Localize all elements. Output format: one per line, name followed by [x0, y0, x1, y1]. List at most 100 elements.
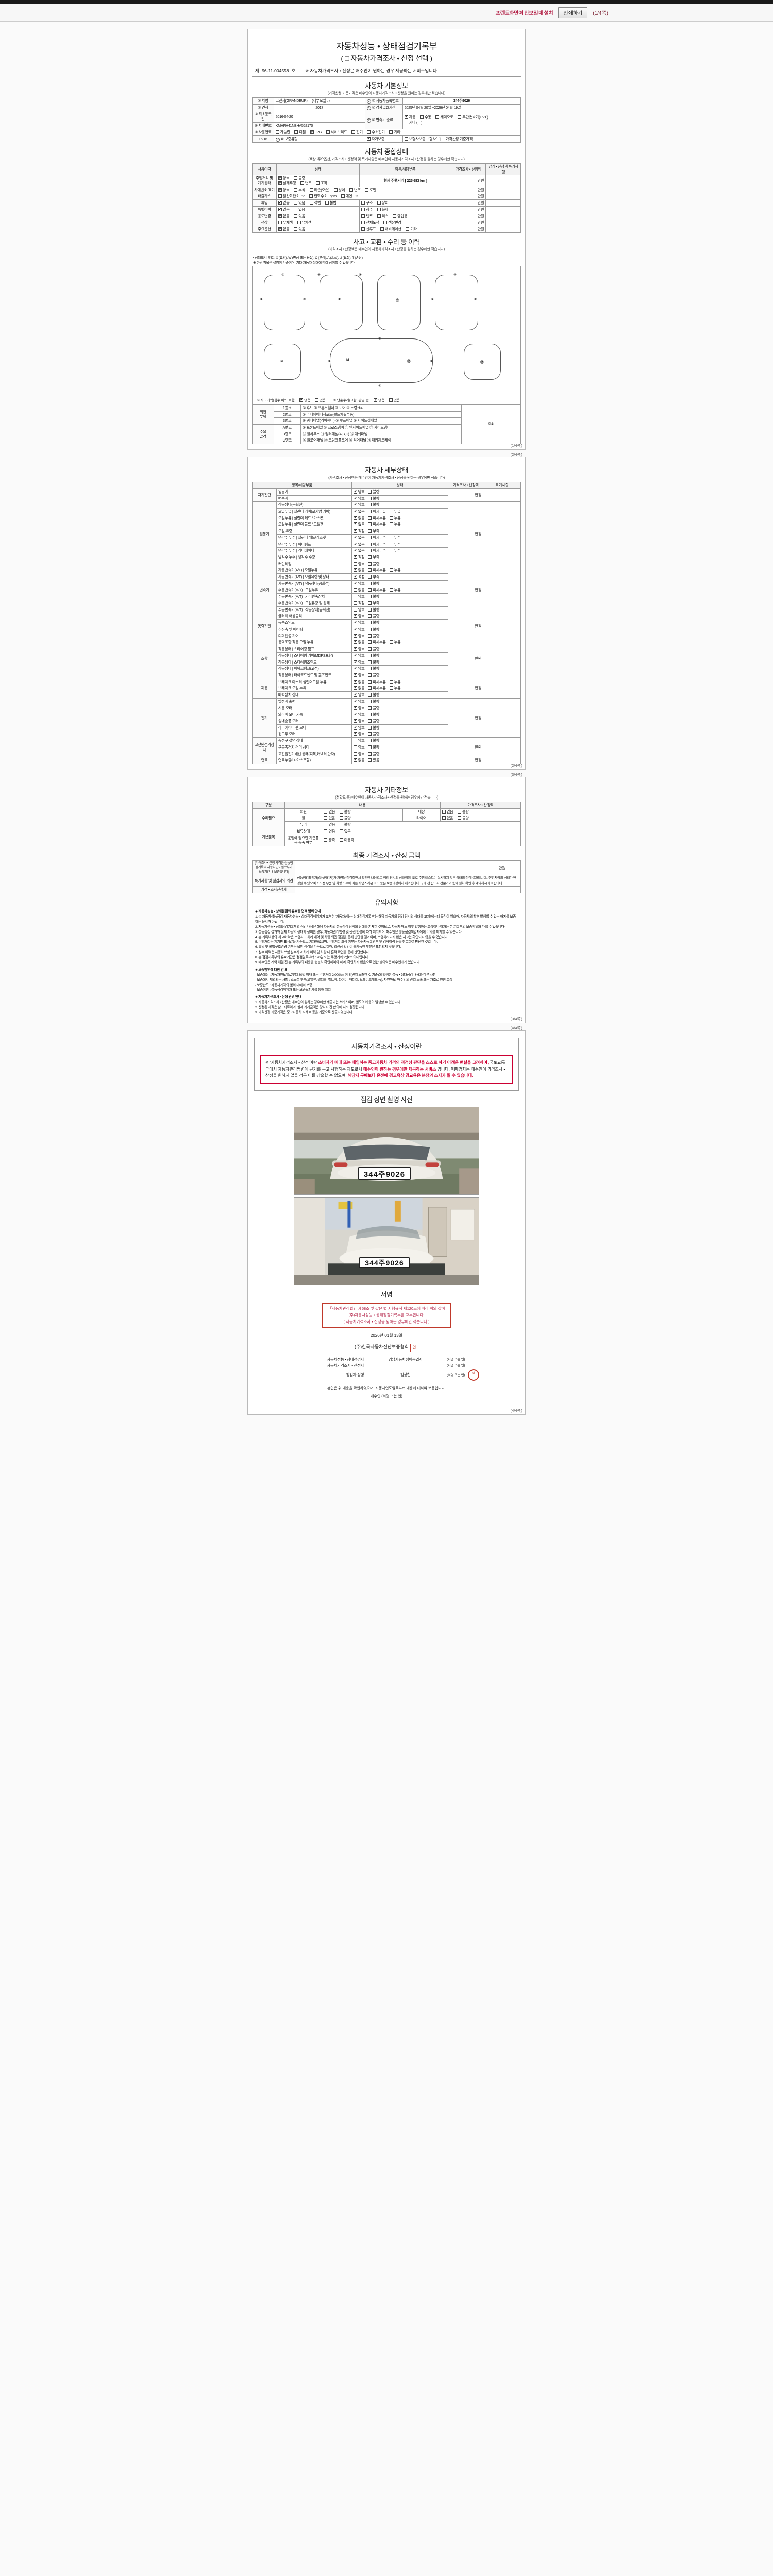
- checkbox-use-rent[interactable]: [361, 214, 365, 218]
- checkbox-holding-none[interactable]: [324, 829, 328, 833]
- checkbox-작동상태-공회전--양호[interactable]: [353, 502, 357, 507]
- checkbox-배력장치-상태-불량[interactable]: [368, 693, 372, 697]
- checkbox-vin-corroded[interactable]: [294, 188, 298, 192]
- checkbox-vin-damaged[interactable]: [309, 188, 313, 192]
- checkbox-클러치-어셈블리-양호[interactable]: [353, 613, 357, 619]
- checkbox-작동상태-스티어링조인트-양호[interactable]: [353, 659, 357, 665]
- checkbox-warranty-insurer[interactable]: [404, 137, 408, 141]
- checkbox-use-lease[interactable]: [377, 214, 381, 218]
- checkbox-브레이크-오일-누유-누유[interactable]: [389, 686, 393, 690]
- checkbox-라디에이터-팬-모터-양호[interactable]: [353, 725, 357, 730]
- checkbox-오일누유-실린더-헤드-가스켓-없음[interactable]: [353, 515, 357, 520]
- checkbox-tuning-legal[interactable]: [309, 201, 313, 205]
- checkbox-수동변속기-m-t-오일누유-누유[interactable]: [389, 588, 393, 592]
- checkbox-작동상태-파워크랭크-고정--양호[interactable]: [353, 666, 357, 671]
- checkbox-option-sunroof[interactable]: [361, 227, 365, 231]
- checkbox-수동변속기-m-t-오일유량-및-상태-부족[interactable]: [368, 601, 372, 605]
- checkbox-option-navigation[interactable]: [380, 227, 384, 231]
- checkbox-오일누유-실린더-커버-로커암-커버--미세누유[interactable]: [368, 509, 372, 513]
- checkbox-fuel-other[interactable]: [389, 130, 393, 134]
- checkbox-실내송풍-모터-불량[interactable]: [368, 719, 372, 723]
- checkbox-작동상태-파워크랭크-고정--불량[interactable]: [368, 667, 372, 671]
- checkbox-tuning-structure[interactable]: [361, 201, 365, 205]
- checkbox-작동상태-타이로드엔드-및-볼죠인트-양호[interactable]: [353, 672, 357, 677]
- checkbox-emission-hc[interactable]: [309, 194, 313, 198]
- checkbox-동력조향-작동-오일-누유-미세누유[interactable]: [368, 640, 372, 645]
- checkbox-trans-semiauto[interactable]: [435, 115, 440, 120]
- checkbox-연료누출-lp가스포함--없음[interactable]: [353, 757, 357, 762]
- checkbox-glass-bad[interactable]: [339, 823, 343, 827]
- checkbox-color-chromatic[interactable]: [297, 221, 301, 225]
- checkbox-usechange-yes[interactable]: [294, 214, 298, 218]
- checkbox-interior-none[interactable]: [442, 809, 446, 814]
- checkbox-mileage-altered[interactable]: [300, 181, 304, 185]
- checkbox-simple-repair-none[interactable]: [374, 397, 377, 402]
- checkbox-emission-smoke[interactable]: [341, 194, 345, 198]
- checkbox-오일누유-실린더-블록-오일팬-없음[interactable]: [353, 521, 357, 527]
- checkbox-tuning-illegal[interactable]: [325, 201, 329, 205]
- checkbox-오일누유-실린더-블록-오일팬-누유[interactable]: [389, 522, 393, 527]
- checkbox-원동기-불량[interactable]: [368, 489, 372, 494]
- checkbox-커먼레일-양호[interactable]: [353, 562, 357, 566]
- checkbox-tire-bad[interactable]: [458, 816, 462, 820]
- checkbox-required-unmet[interactable]: [339, 838, 343, 842]
- checkbox-작동상태-스티어링-펌프-불량[interactable]: [368, 647, 372, 651]
- checkbox-시동-모터-불량[interactable]: [368, 706, 372, 710]
- checkbox-와이퍼-모터-기능-불량[interactable]: [368, 713, 372, 717]
- checkbox-오일-유량-적정[interactable]: [353, 528, 357, 533]
- checkbox-tuning-device[interactable]: [377, 201, 381, 205]
- checkbox-tuning-yes[interactable]: [294, 201, 298, 205]
- checkbox-exterior-bad[interactable]: [339, 809, 343, 814]
- checkbox-수동변속기-m-t-오일누유-미세누유[interactable]: [368, 588, 372, 592]
- checkbox-냉각수-누수-실린더-헤드-가스켓-없음[interactable]: [353, 535, 357, 540]
- checkbox-동력조향-작동-오일-누유-없음[interactable]: [353, 639, 357, 645]
- checkbox-변속기-양호[interactable]: [353, 496, 357, 501]
- checkbox-자동변속기-a-t-작동상태-공회전--불량[interactable]: [368, 581, 372, 585]
- checkbox-브레이크-오일-누유-없음[interactable]: [353, 685, 357, 691]
- checkbox-냉각수-누수-실린더-헤드-가스켓-미세누수[interactable]: [368, 535, 372, 539]
- checkbox-냉각수-누수-냉각수-수량-적정[interactable]: [353, 554, 357, 560]
- checkbox-수동변속기-m-t-기어변속장치-양호[interactable]: [353, 595, 357, 599]
- checkbox-mileage-good[interactable]: [278, 175, 282, 180]
- checkbox-추진축-및-베어링-불량[interactable]: [368, 627, 372, 631]
- checkbox-special-flood[interactable]: [361, 207, 365, 211]
- checkbox-냉각수-누수-워터펌프-미세누수[interactable]: [368, 542, 372, 546]
- checkbox-자동변속기-a-t-오일유량-및-상태-부족[interactable]: [368, 575, 372, 579]
- checkbox-오일누유-실린더-커버-로커암-커버--누유[interactable]: [389, 509, 393, 513]
- checkbox-냉각수-누수-라디에이터-누수[interactable]: [389, 549, 393, 553]
- checkbox-glass-none[interactable]: [324, 823, 328, 827]
- checkbox-accident-yes[interactable]: [314, 398, 318, 402]
- checkbox-충전구-절연-상태-양호[interactable]: [353, 739, 357, 743]
- checkbox-수동변속기-m-t-오일유량-및-상태-적정[interactable]: [353, 601, 357, 605]
- checkbox-wheel-bad[interactable]: [339, 816, 343, 820]
- checkbox-required-met[interactable]: [324, 838, 328, 842]
- checkbox-options-yes[interactable]: [294, 227, 298, 231]
- checkbox-실내송풍-모터-양호[interactable]: [353, 718, 357, 723]
- checkbox-오일누유-실린더-헤드-가스켓-누유[interactable]: [389, 516, 393, 520]
- checkbox-mileage-actual[interactable]: [278, 180, 282, 185]
- checkbox-냉각수-누수-라디에이터-미세누수[interactable]: [368, 549, 372, 553]
- checkbox-color-fullrepaint[interactable]: [361, 221, 365, 225]
- checkbox-options-none[interactable]: [278, 226, 282, 231]
- checkbox-변속기-불량[interactable]: [368, 496, 372, 500]
- checkbox-자동변속기-a-t-오일누유-미세누유[interactable]: [368, 568, 372, 572]
- checkbox-커먼레일-불량[interactable]: [368, 562, 372, 566]
- checkbox-시동-모터-양호[interactable]: [353, 705, 357, 710]
- checkbox-오일누유-실린더-헤드-가스켓-미세누유[interactable]: [368, 516, 372, 520]
- checkbox-브레이크-마스터-실린더오일-누유-없음[interactable]: [353, 679, 357, 684]
- checkbox-trans-cvt[interactable]: [458, 115, 462, 120]
- checkbox-simple-repair-yes[interactable]: [389, 398, 393, 402]
- checkbox-emission-co[interactable]: [278, 194, 282, 198]
- checkbox-오일누유-실린더-커버-로커암-커버--없음[interactable]: [353, 509, 357, 514]
- checkbox-추진축-및-베어링-양호[interactable]: [353, 626, 357, 632]
- checkbox-작동상태-스티어링조인트-불량[interactable]: [368, 660, 372, 664]
- checkbox-고전원전기배선-상태-피복-커넥터-단자--양호[interactable]: [353, 752, 357, 756]
- checkbox-작동상태-타이로드엔드-및-볼죠인트-불량[interactable]: [368, 673, 372, 677]
- checkbox-클러치-어셈블리-불량[interactable]: [368, 614, 372, 618]
- checkbox-디퍼렌셜-기어-양호[interactable]: [353, 633, 357, 638]
- checkbox-wheel-none[interactable]: [324, 816, 328, 820]
- checkbox-exterior-none[interactable]: [324, 809, 328, 814]
- checkbox-배력장치-상태-양호[interactable]: [353, 692, 357, 697]
- checkbox-accident-none[interactable]: [299, 397, 303, 402]
- checkbox-tuning-none[interactable]: [278, 200, 282, 205]
